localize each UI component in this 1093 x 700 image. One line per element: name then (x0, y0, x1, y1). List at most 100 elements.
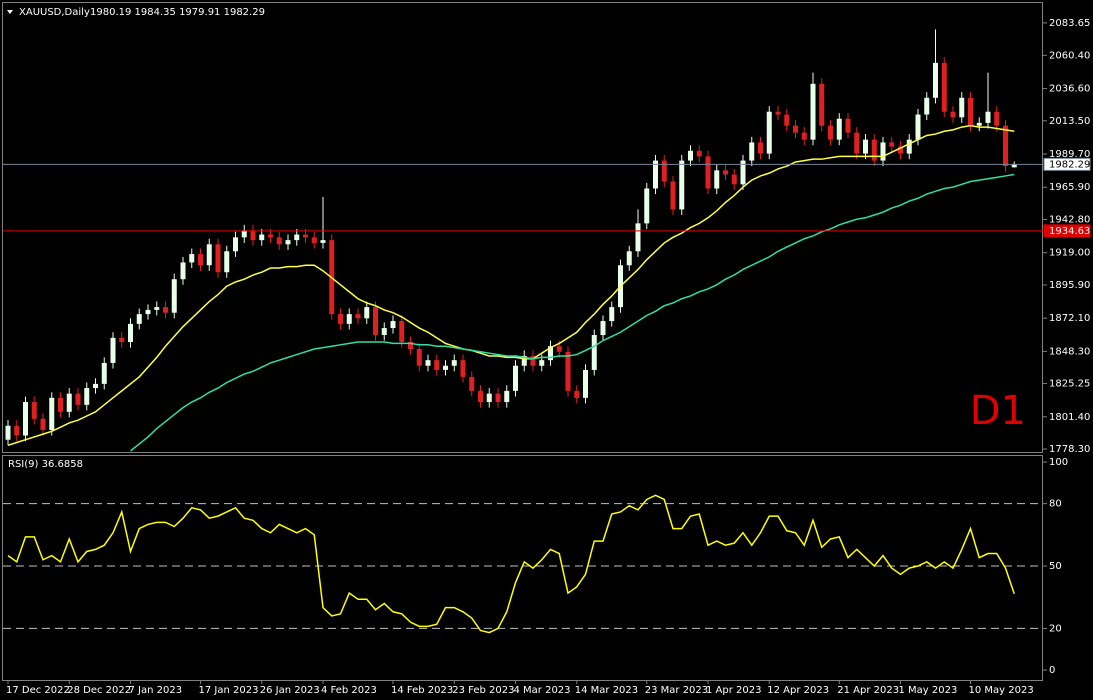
candle-body (906, 139, 912, 154)
candle-body (705, 156, 711, 189)
y-tick-label: 50 (1049, 561, 1062, 572)
candle-body (320, 240, 326, 243)
candle-body (408, 342, 413, 349)
x-tick-label: 23 Mar 2023 (645, 685, 708, 696)
candle-body (425, 360, 431, 366)
candle-body (259, 234, 265, 241)
candle-body (985, 111, 991, 123)
y-tick-label: 1895.90 (1049, 280, 1090, 291)
candle-body (504, 390, 510, 403)
candle-body (915, 114, 921, 140)
candle-body (215, 244, 221, 273)
candle-body (609, 307, 615, 322)
y-tick-label: 2036.60 (1049, 84, 1090, 95)
candle-body (696, 150, 702, 157)
candle-body (513, 365, 518, 391)
candle-body (338, 314, 343, 324)
candle-body (303, 234, 308, 238)
candle-body (250, 230, 256, 241)
candle-body (731, 174, 737, 185)
candle-body (416, 348, 422, 366)
candle-body (950, 111, 956, 118)
candle-body (976, 122, 982, 126)
candle-body (399, 321, 405, 343)
candle-body (84, 388, 90, 405)
price-level-label: 1982.29 (1049, 159, 1090, 170)
x-tick-label: 14 Mar 2023 (575, 685, 638, 696)
candle-body (574, 390, 580, 398)
candle-body (294, 234, 300, 241)
candle-body (198, 254, 203, 266)
candle-body (670, 181, 676, 210)
candle-body (801, 132, 807, 140)
candle-body (758, 142, 763, 154)
y-tick-label: 2083.65 (1049, 18, 1090, 29)
candle-body (364, 307, 370, 319)
candle-body (653, 160, 658, 189)
y-tick-label: 1801.40 (1049, 412, 1090, 423)
candle-body (14, 425, 20, 436)
candle-body (635, 223, 641, 252)
x-tick-label: 21 Apr 2023 (837, 685, 899, 696)
menu-icon[interactable] (7, 10, 13, 14)
candle-body (565, 351, 571, 391)
candle-body (241, 230, 247, 238)
y-tick-label: 1872.10 (1049, 313, 1090, 324)
candle-body (740, 160, 746, 185)
x-tick-label: 14 Feb 2023 (391, 685, 453, 696)
candle-body (600, 321, 606, 336)
candle-body (591, 335, 597, 370)
y-tick-label: 1965.90 (1049, 182, 1090, 193)
candle-body (311, 237, 317, 243)
candle-body (679, 160, 685, 210)
x-tick-label: 12 Apr 2023 (767, 685, 829, 696)
candle-body (110, 337, 116, 363)
candle-body (1003, 125, 1008, 167)
x-tick-label: 28 Dec 2022 (67, 685, 131, 696)
candle-body (49, 397, 55, 430)
x-tick-label: 4 Mar 2023 (514, 685, 571, 696)
candle-body (871, 139, 877, 161)
candle-body (163, 307, 168, 313)
x-tick-label: 10 May 2023 (969, 685, 1034, 696)
candle-body (863, 139, 868, 154)
candle-body (836, 118, 842, 140)
candle-body (460, 360, 466, 377)
candle-body (136, 314, 142, 324)
candle-body (101, 362, 107, 384)
candle-body (661, 160, 667, 182)
timeframe-label: D1 (970, 388, 1026, 434)
candle-body (688, 150, 693, 161)
candle-body (644, 188, 650, 224)
candle-body (373, 307, 378, 336)
y-tick-label: 80 (1049, 499, 1062, 510)
candle-body (268, 234, 273, 238)
price-panel (2, 2, 1043, 453)
y-tick-label: 100 (1049, 457, 1068, 468)
candle-body (390, 321, 396, 329)
rsi-panel (2, 455, 1043, 681)
candle-body (469, 376, 475, 391)
candle-body (31, 402, 37, 419)
candle-body (171, 279, 177, 313)
candle-body (924, 97, 930, 115)
candle-body (40, 418, 46, 430)
candle-body (819, 83, 825, 126)
candle-body (58, 397, 63, 412)
candle-body (128, 323, 133, 343)
ohlc-header: 1980.19 1984.35 1979.91 1982.29 (90, 7, 265, 18)
candle-body (206, 244, 212, 266)
candle-body (854, 132, 860, 154)
candle-body (880, 142, 886, 161)
candle-body (521, 355, 527, 366)
x-tick-label: 17 Jan 2023 (199, 685, 259, 696)
x-tick-label: 17 Dec 2022 (6, 685, 70, 696)
candle-body (933, 62, 938, 98)
y-tick-label: 1919.00 (1049, 248, 1090, 259)
candle-body (346, 314, 352, 324)
candle-body (180, 262, 186, 280)
candle-body (793, 125, 798, 133)
candle-body (583, 369, 588, 398)
candle-body (486, 393, 492, 403)
candle-body (1011, 164, 1017, 168)
